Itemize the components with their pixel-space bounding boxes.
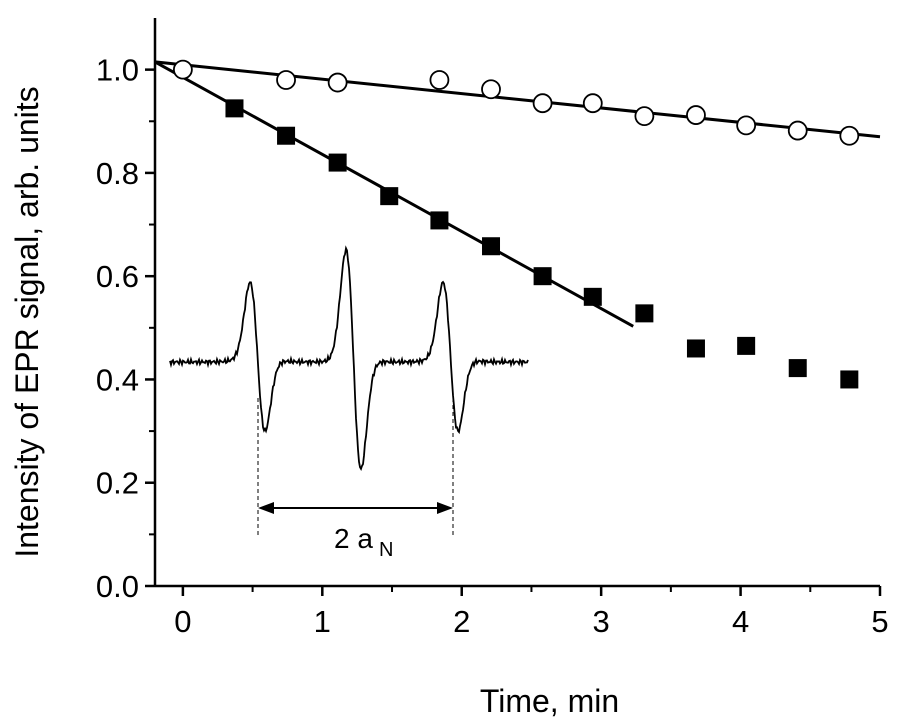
filled-square-point	[788, 359, 807, 378]
filled-square-point	[430, 211, 449, 230]
x-tick-label: 2	[453, 604, 470, 639]
open-circle-point	[172, 59, 193, 80]
y-tick-label: 1.0	[96, 53, 139, 88]
filled-square-point	[225, 99, 244, 118]
x-tick-label: 5	[871, 604, 888, 639]
open-circle-point	[787, 120, 808, 141]
filled-square-point	[635, 304, 654, 323]
epr-spectrum-trace	[169, 245, 529, 472]
x-tick-label: 4	[732, 604, 749, 639]
data-points	[172, 59, 860, 389]
x-axis-label: Time, min	[480, 683, 619, 719]
y-tick-label: 0.8	[96, 156, 139, 191]
x-tick-label: 3	[593, 604, 610, 639]
filled-square-point	[583, 287, 602, 306]
filled-square-point	[380, 187, 399, 206]
open-circle-point	[839, 125, 860, 146]
open-circle-point	[327, 72, 348, 93]
fit-lines	[154, 60, 881, 328]
open-circle-point	[532, 93, 553, 114]
open-circle-point	[686, 105, 706, 125]
splitting-annotation: 2 a	[334, 523, 373, 554]
axes	[153, 18, 880, 588]
filled-square-point	[482, 237, 501, 256]
x-tick-label: 1	[314, 604, 331, 639]
open-circle-point	[736, 115, 757, 136]
fit-line-1	[154, 60, 881, 139]
splitting-annotation-subscript: N	[379, 539, 393, 561]
open-circle-point	[481, 79, 501, 100]
y-axis-label: Intensity of EPR signal, arb. units	[9, 86, 45, 557]
y-tick-label: 0.6	[96, 259, 139, 294]
open-circle-point	[429, 70, 450, 90]
filled-square-point	[840, 370, 859, 389]
filled-square-point	[328, 153, 347, 172]
filled-square-point	[277, 126, 296, 145]
open-circle-point	[634, 106, 655, 127]
epr-spectrum-inset: 2 a N	[169, 245, 529, 561]
filled-square-point	[533, 267, 552, 286]
y-tick-label: 0.0	[96, 569, 139, 604]
x-tick-label: 0	[174, 604, 191, 639]
filled-square-point	[686, 339, 705, 358]
arrow-head-right	[437, 502, 453, 514]
arrow-head-left	[258, 502, 274, 514]
ticks: 0 1 2 3 4 5 0.0 0.2 0.4 0.6 0.8 1.0	[96, 53, 889, 639]
open-circle-point	[276, 70, 296, 90]
y-tick-label: 0.2	[96, 466, 139, 501]
y-tick-label: 0.4	[96, 362, 139, 397]
open-circle-point	[582, 93, 603, 114]
filled-square-point	[737, 336, 756, 355]
